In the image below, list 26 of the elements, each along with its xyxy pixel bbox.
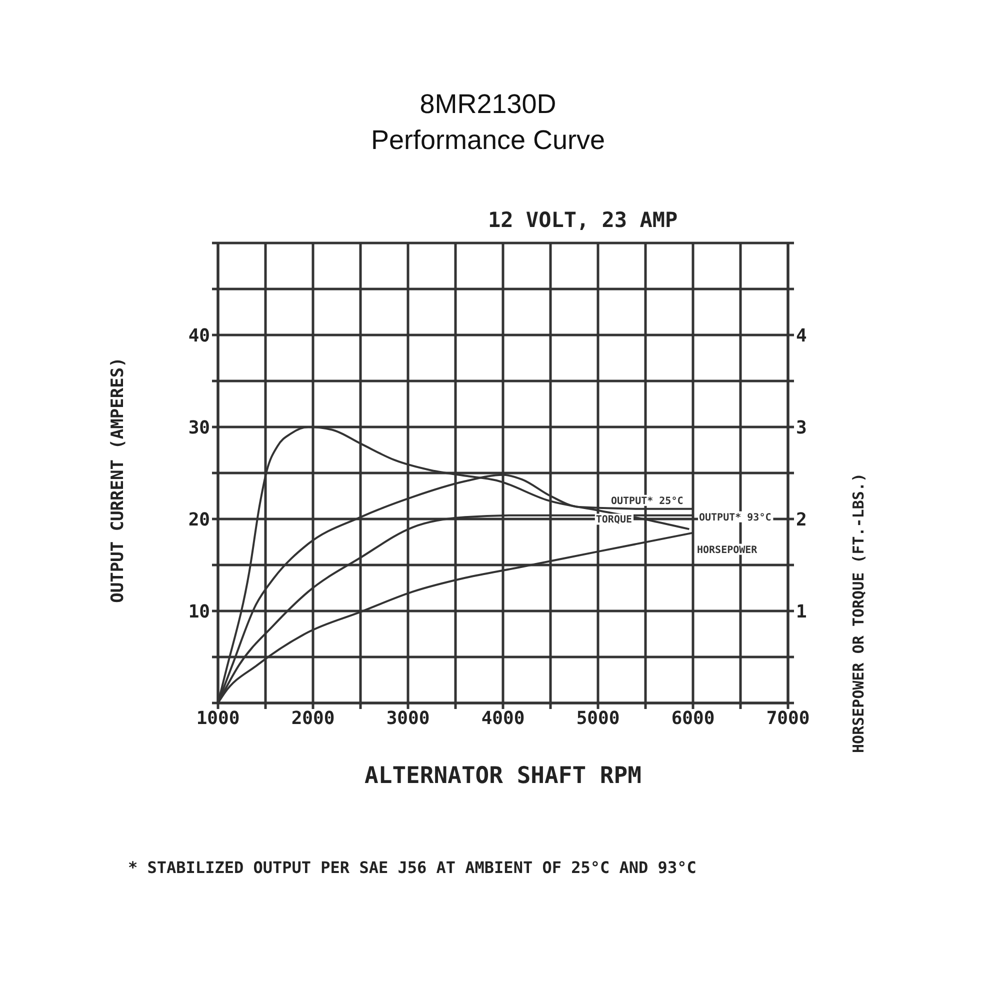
series-label: TORQUE xyxy=(596,514,632,526)
x-tick-label: 7000 xyxy=(766,708,810,729)
y2-tick-label: 4 xyxy=(796,325,807,346)
text: 12 VOLT, 23 AMP xyxy=(488,208,678,232)
y-tick-label: 10 xyxy=(188,601,210,622)
y-axis-title: OUTPUT CURRENT (AMPERES) xyxy=(108,357,128,603)
x-axis-title: ALTERNATOR SHAFT RPM xyxy=(364,763,642,789)
series-label: OUTPUT* 93°C xyxy=(699,512,772,524)
y2-axis-title: HORSEPOWER OR TORQUE (FT.-LBS.) xyxy=(849,473,868,753)
series-label: HORSEPOWER xyxy=(697,544,758,556)
x-tick-label: 5000 xyxy=(576,708,620,729)
y-tick-label: 40 xyxy=(188,325,210,346)
chart-subtitle: Performance Curve xyxy=(370,124,606,157)
chart-title: 8MR2130D xyxy=(418,88,558,121)
x-tick-label: 4000 xyxy=(481,708,525,729)
y-tick-label: 20 xyxy=(188,509,210,530)
y2-tick-label: 3 xyxy=(796,417,807,438)
y-tick-label: 30 xyxy=(188,417,210,438)
x-tick-label: 2000 xyxy=(291,708,335,729)
y2-tick-label: 1 xyxy=(796,601,807,622)
x-tick-label: 1000 xyxy=(196,708,240,729)
y2-tick-label: 2 xyxy=(796,509,807,530)
series-label: OUTPUT* 25°C xyxy=(611,496,684,507)
x-tick-label: 6000 xyxy=(671,708,715,729)
x-tick-label: 3000 xyxy=(386,708,430,729)
text: * STABILIZED OUTPUT PER SAE J56 AT AMBIENT OF 25°C AND 93°C xyxy=(128,858,696,877)
